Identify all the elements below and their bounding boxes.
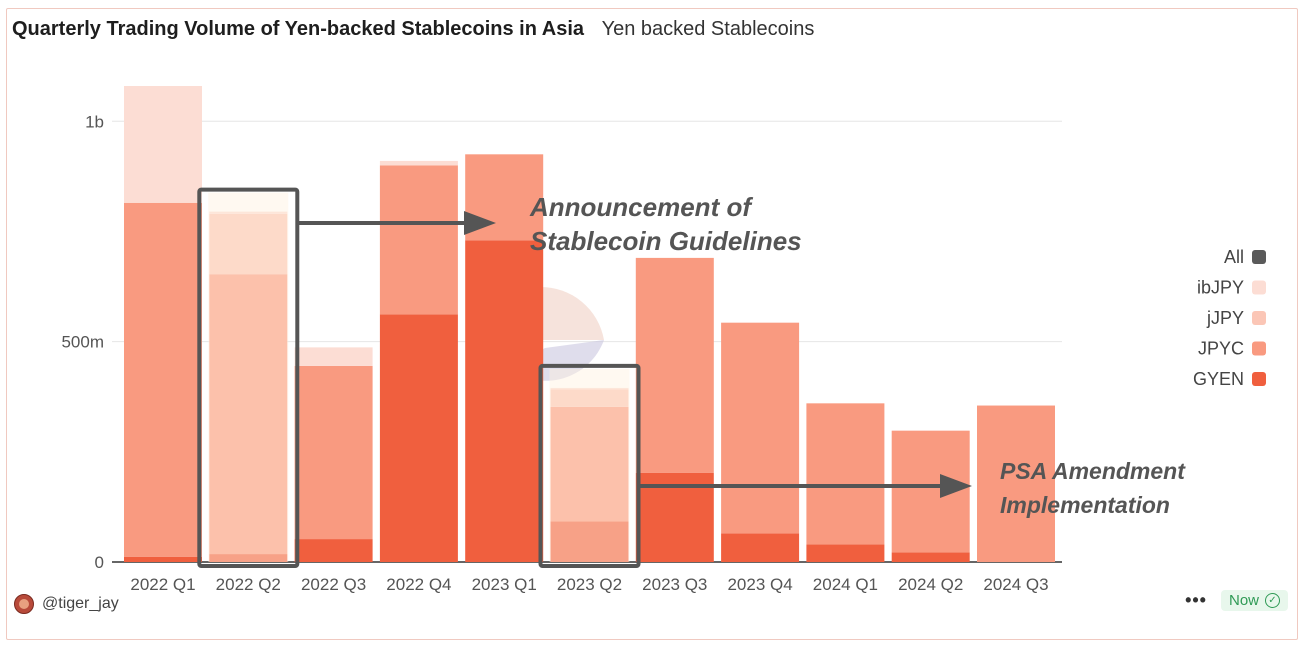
x-tick-label: 2022 Q1	[130, 575, 195, 594]
bar-segment-ibjpy	[124, 86, 202, 203]
x-tick-label: 2023 Q2	[557, 575, 622, 594]
bar-segment-ibjpy	[550, 387, 629, 390]
legend-label: GYEN	[1193, 369, 1244, 389]
more-options-icon[interactable]: •••	[1185, 590, 1207, 610]
legend-swatch	[1252, 280, 1266, 295]
check-circle-icon: ✓	[1265, 593, 1280, 608]
bar-segment-gyen	[379, 314, 458, 562]
bar-segment-jpyc	[635, 257, 714, 473]
refresh-status-badge[interactable]: Now ✓	[1220, 590, 1288, 611]
bar-segment-jpyc	[806, 403, 885, 545]
bar-segment-jpyc	[891, 430, 970, 553]
legend-swatch	[1252, 341, 1266, 356]
bar-segment-ibjpy	[379, 160, 458, 166]
x-tick-label: 2024 Q3	[983, 575, 1048, 594]
highlight-overlay	[208, 192, 289, 562]
legend-swatch	[1252, 372, 1266, 386]
bar-segment-ibjpy	[209, 211, 288, 214]
bar-segment-jpyc	[721, 322, 800, 534]
annotation-text: Implementation	[1000, 492, 1170, 518]
author[interactable]: @tiger_jay	[14, 594, 119, 614]
status-text: Now	[1228, 592, 1259, 609]
annotation-text: Stablecoin Guidelines	[530, 226, 802, 256]
legend-label: jJPY	[1206, 308, 1244, 328]
legend-swatch	[1252, 250, 1266, 264]
x-tick-label: 2022 Q3	[301, 575, 366, 594]
bar-segment-gyen	[721, 533, 800, 562]
bar-segment-gyen	[806, 544, 885, 562]
x-tick-label: 2023 Q3	[642, 575, 707, 594]
x-tick-label: 2022 Q2	[216, 575, 281, 594]
bar-segment-gyen	[891, 552, 970, 562]
bar-segment-jpyc	[209, 274, 288, 555]
x-tick-label: 2023 Q4	[727, 575, 792, 594]
bar-segment-jpyc	[294, 365, 373, 540]
bar-segment-jjpy	[550, 389, 629, 407]
annotation-text: PSA Amendment	[1000, 458, 1186, 484]
highlight-overlay	[549, 368, 630, 562]
avatar	[14, 594, 34, 614]
legend-label: JPYC	[1198, 339, 1244, 359]
chart-header: Quarterly Trading Volume of Yen-backed S…	[12, 18, 814, 41]
highlight-box	[538, 363, 641, 568]
bar-segment-jpyc	[124, 202, 202, 557]
y-tick-label: 500m	[61, 333, 104, 352]
bar-segment-gyen	[209, 554, 288, 562]
x-tick-label: 2024 Q2	[898, 575, 963, 594]
x-tick-label: 2023 Q1	[472, 575, 537, 594]
x-tick-label: 2022 Q4	[386, 575, 451, 594]
bar-segment-jpyc	[550, 406, 629, 522]
bar-segment-ibjpy	[294, 347, 373, 366]
bar-segment-gyen	[465, 240, 544, 562]
y-tick-label: 0	[95, 553, 104, 572]
chart-subtitle: Yen backed Stablecoins	[601, 18, 815, 40]
bar-segment-gyen	[124, 556, 202, 562]
bar-segment-jpyc	[977, 405, 1055, 562]
legend-swatch	[1252, 311, 1266, 325]
x-tick-label: 2024 Q1	[813, 575, 878, 594]
legend-label: ibJPY	[1197, 278, 1244, 298]
highlight-box	[197, 187, 300, 568]
annotation-text: Announcement of	[529, 192, 753, 222]
footer-actions: ••• Now ✓	[1185, 590, 1288, 611]
chart-title: Quarterly Trading Volume of Yen-backed S…	[12, 18, 585, 40]
bar-segment-gyen	[550, 521, 629, 562]
legend-label: All	[1224, 247, 1244, 267]
y-tick-label: 1b	[85, 112, 104, 131]
bar-segment-gyen	[294, 539, 373, 562]
bar-segment-jpyc	[379, 165, 458, 315]
author-handle: @tiger_jay	[42, 595, 119, 612]
bar-segment-jjpy	[209, 213, 288, 275]
